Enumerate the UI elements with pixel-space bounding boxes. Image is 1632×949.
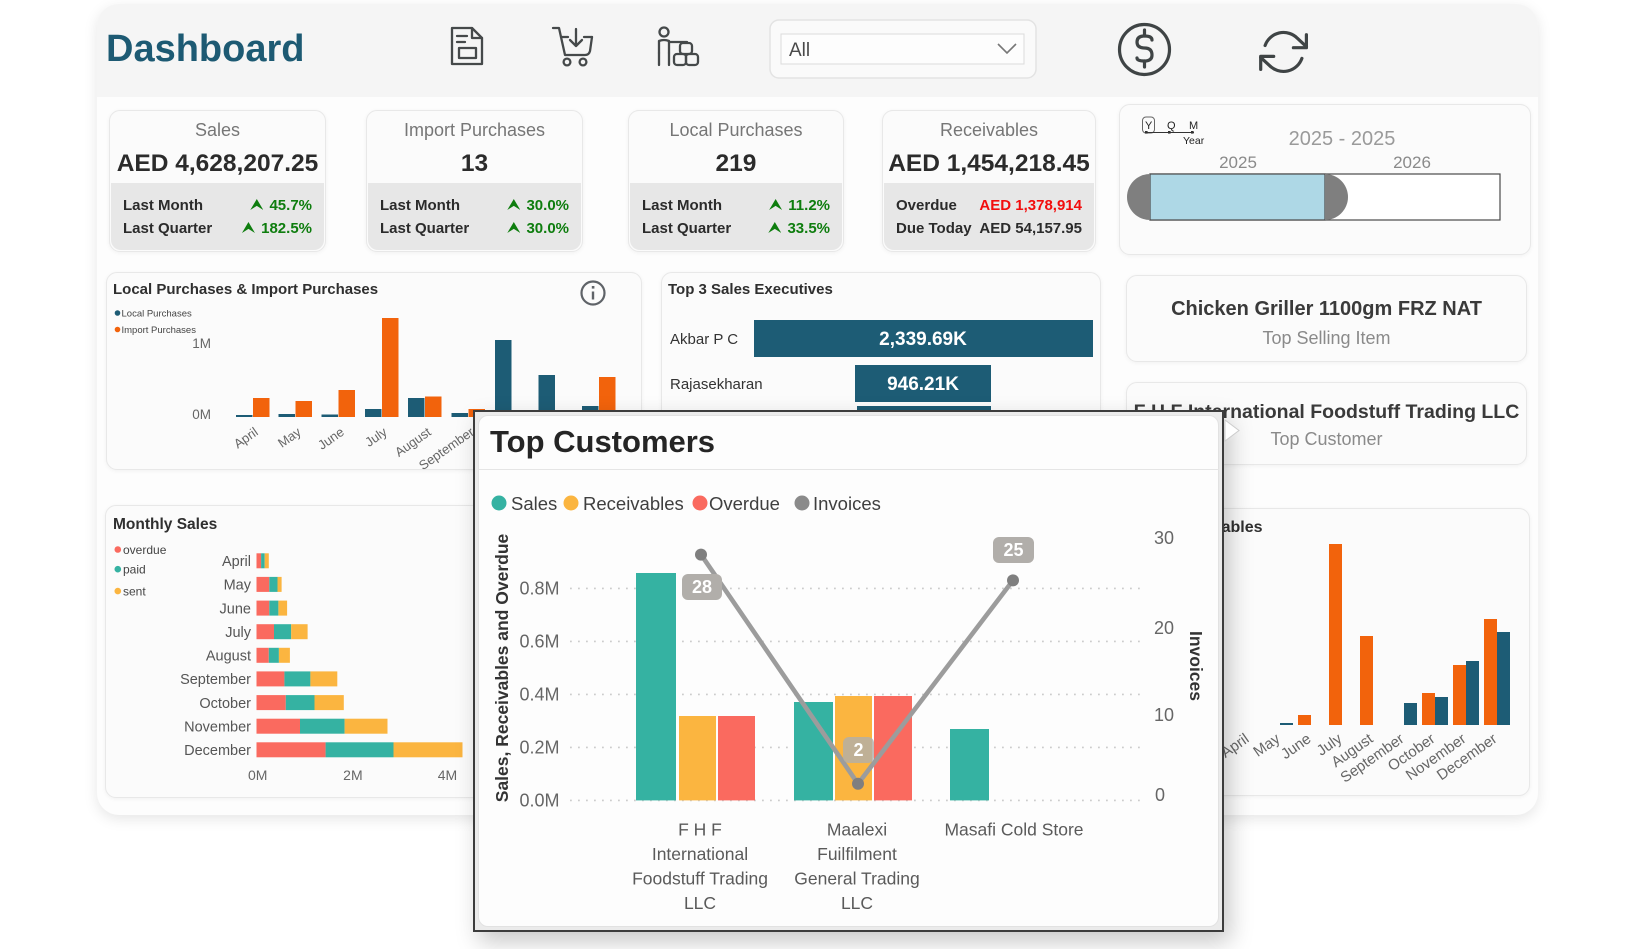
svg-text:International: International <box>652 844 748 864</box>
svg-text:10: 10 <box>1154 705 1174 725</box>
svg-text:Foodstuff Trading: Foodstuff Trading <box>632 869 768 889</box>
svg-text:Import Purchases: Import Purchases <box>122 325 197 336</box>
svg-text:June: June <box>220 601 251 617</box>
svg-text:August: August <box>206 649 251 665</box>
svg-text:June: June <box>315 424 347 452</box>
svg-text:April: April <box>231 424 261 451</box>
svg-text:Masafi Cold Store: Masafi Cold Store <box>944 820 1083 840</box>
svg-text:Receivables: Receivables <box>583 493 684 514</box>
svg-text:sent: sent <box>123 585 146 599</box>
svg-text:Fuilfilment: Fuilfilment <box>817 844 897 864</box>
svg-text:28: 28 <box>692 577 712 597</box>
svg-text:0.2M: 0.2M <box>519 738 559 758</box>
svg-text:Sales, Receivables and Overdue: Sales, Receivables and Overdue <box>492 534 512 803</box>
svg-text:LLC: LLC <box>684 893 716 913</box>
svg-text:2,339.69K: 2,339.69K <box>879 329 967 350</box>
svg-text:Monthly Sales: Monthly Sales <box>113 516 217 533</box>
svg-text:May: May <box>275 424 304 451</box>
svg-text:0.8M: 0.8M <box>519 579 559 599</box>
svg-text:0M: 0M <box>248 767 267 783</box>
svg-text:July: July <box>225 625 252 641</box>
svg-text:2025: 2025 <box>1219 153 1257 172</box>
svg-text:December: December <box>184 743 251 759</box>
svg-text:4M: 4M <box>438 767 457 783</box>
svg-text:June: June <box>1278 730 1314 763</box>
svg-text:1M: 1M <box>192 336 211 351</box>
svg-text:Overdue: Overdue <box>709 493 780 514</box>
svg-text:Top 3 Sales Executives: Top 3 Sales Executives <box>668 281 833 298</box>
svg-text:30: 30 <box>1154 528 1174 548</box>
svg-text:F H F: F H F <box>678 820 722 840</box>
svg-text:0.0M: 0.0M <box>519 791 559 811</box>
svg-text:2026: 2026 <box>1393 153 1431 172</box>
svg-text:2: 2 <box>853 740 863 760</box>
svg-text:Sales: Sales <box>511 493 557 514</box>
svg-text:Maalexi: Maalexi <box>827 820 887 840</box>
svg-text:All: All <box>789 40 810 61</box>
svg-text:paid: paid <box>123 563 146 577</box>
svg-text:0.6M: 0.6M <box>519 632 559 652</box>
svg-text:Local Purchases & Import Purch: Local Purchases & Import Purchases <box>113 281 378 298</box>
svg-text:Local Purchases: Local Purchases <box>122 309 192 320</box>
svg-text:Invoices: Invoices <box>813 493 881 514</box>
svg-text:October: October <box>199 696 251 712</box>
svg-text:Invoices: Invoices <box>1186 631 1206 701</box>
svg-text:May: May <box>224 578 252 594</box>
svg-text:November: November <box>184 720 251 736</box>
svg-text:25: 25 <box>1003 540 1023 560</box>
svg-text:0M: 0M <box>192 407 211 422</box>
svg-text:20: 20 <box>1154 618 1174 638</box>
svg-text:May: May <box>1250 730 1283 760</box>
svg-text:Rajasekharan: Rajasekharan <box>670 376 763 393</box>
svg-text:Year: Year <box>1183 135 1205 147</box>
svg-text:Q: Q <box>1167 120 1176 132</box>
svg-text:2025 - 2025: 2025 - 2025 <box>1289 128 1396 150</box>
svg-text:General Trading: General Trading <box>794 869 920 889</box>
svg-text:946.21K: 946.21K <box>887 374 959 395</box>
svg-text:0: 0 <box>1155 785 1165 805</box>
svg-text:Akbar P C: Akbar P C <box>670 331 738 348</box>
svg-text:LLC: LLC <box>841 893 873 913</box>
svg-text:July: July <box>362 424 390 450</box>
svg-text:September: September <box>180 672 251 688</box>
svg-text:0.4M: 0.4M <box>519 685 559 705</box>
svg-text:M: M <box>1189 120 1198 132</box>
svg-text:Y: Y <box>1145 120 1153 132</box>
svg-text:2M: 2M <box>343 767 362 783</box>
svg-text:overdue: overdue <box>123 543 167 557</box>
svg-text:April: April <box>222 554 251 570</box>
